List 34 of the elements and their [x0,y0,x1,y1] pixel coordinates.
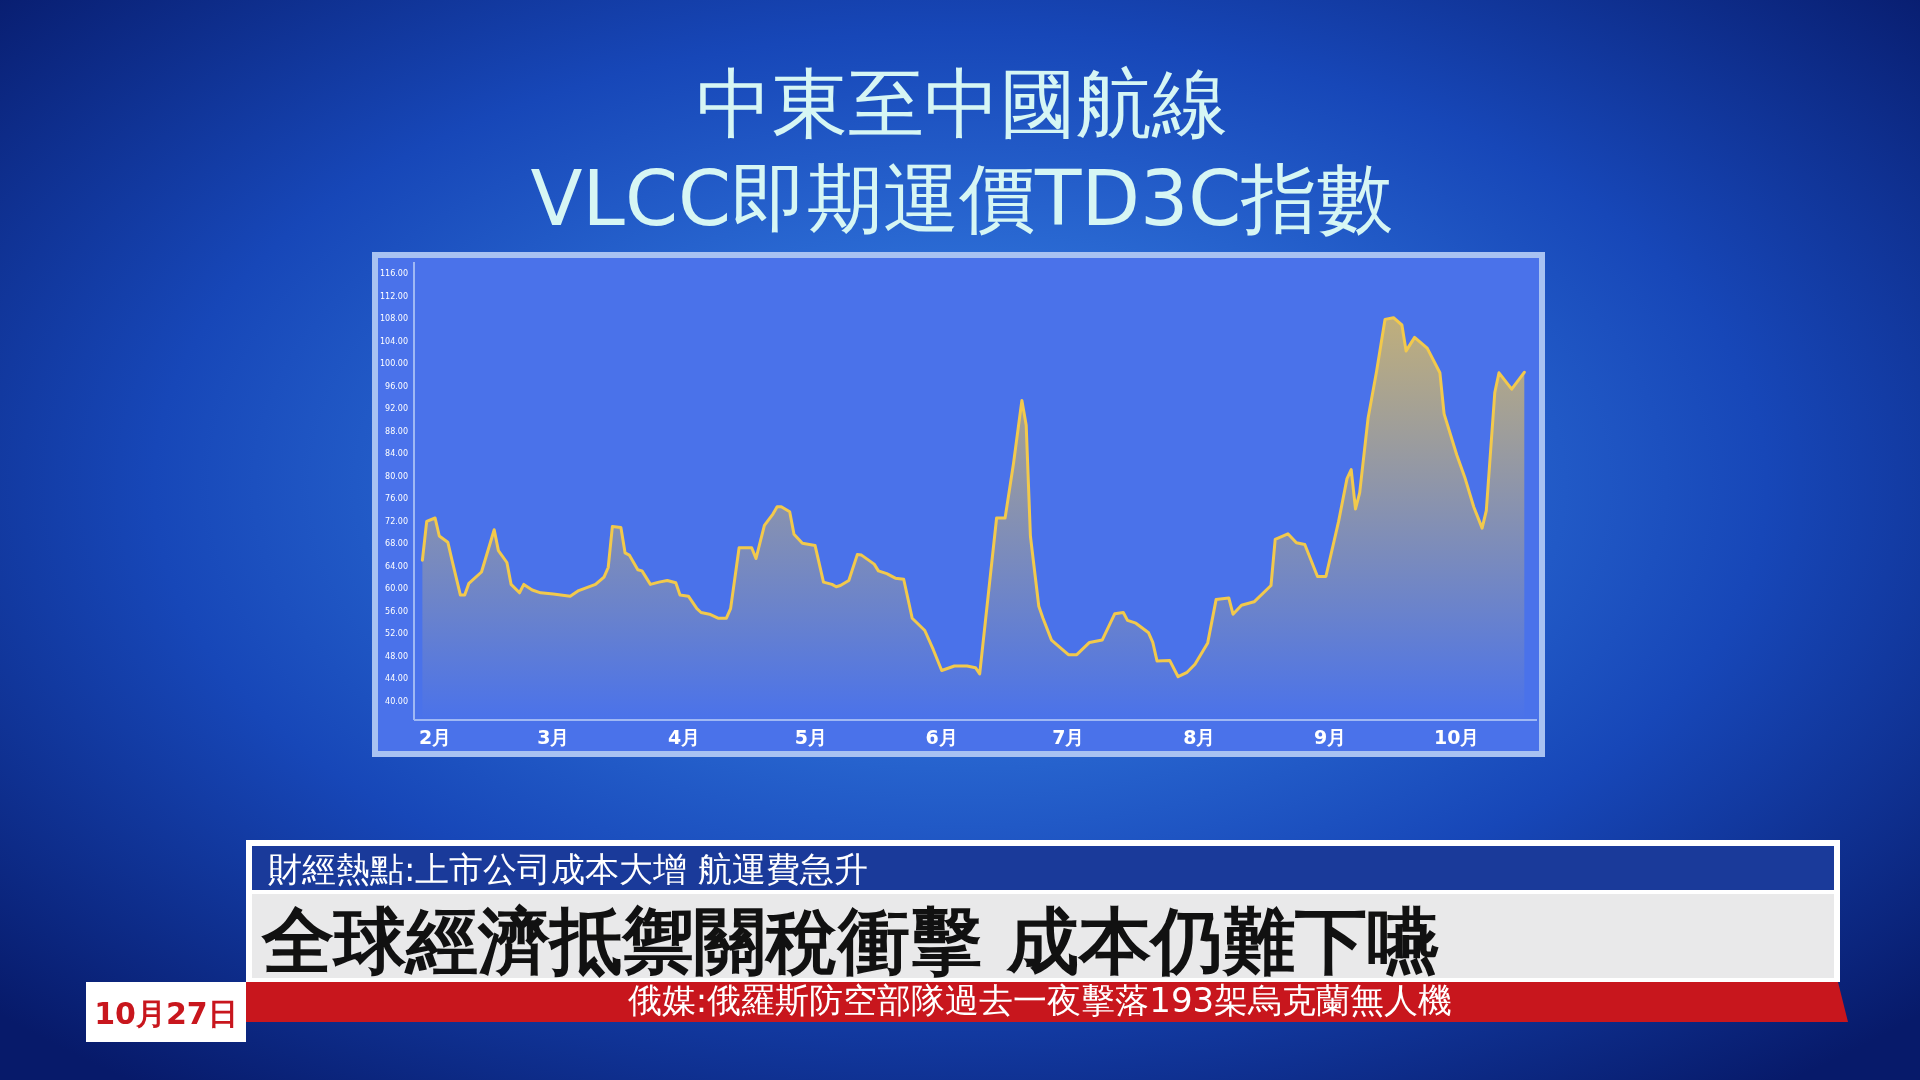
x-tick-label: 9月 [1314,726,1347,748]
y-tick-label: 72.00 [385,516,408,526]
y-tick-label: 80.00 [385,471,408,481]
y-tick-label: 112.00 [380,291,408,301]
y-tick-label: 68.00 [385,539,408,549]
y-tick-label: 52.00 [385,629,408,639]
x-tick-label: 4月 [668,726,701,748]
y-tick-label: 116.00 [380,269,408,279]
y-tick-label: 76.00 [385,494,408,504]
text: 全球經濟抵禦關稅衝擊 成本仍難下嚥 [261,899,1440,983]
x-tick-label: 6月 [925,726,958,748]
text: 10月27日 [94,996,238,1031]
x-tick-label: 7月 [1052,726,1085,748]
y-tick-label: 56.00 [385,606,408,616]
y-tick-label: 64.00 [385,561,408,571]
y-tick-label: 100.00 [380,359,408,369]
x-tick-label: 5月 [794,726,827,748]
text: 俄媒:俄羅斯防空部隊過去一夜擊落193架烏克蘭無人機 [627,980,1453,1020]
y-tick-label: 96.00 [385,381,408,391]
text: 財經熱點:上市公司成本大增 航運費急升 [268,849,869,889]
y-tick-label: 40.00 [385,696,408,706]
y-tick-label: 92.00 [385,404,408,414]
x-tick-label: 2月 [418,726,452,748]
y-tick-label: 108.00 [380,314,408,324]
y-tick-label: 88.00 [385,426,408,436]
chart-title: 中東至中國航線 VLCC即期運價TD3C指數 [530,59,1394,243]
y-tick-label: 48.00 [385,651,408,661]
y-tick-label: 104.00 [380,336,408,346]
x-tick-label: 10月 [1434,726,1480,748]
y-tick-label: 60.00 [385,584,408,594]
x-tick-label: 3月 [537,726,570,748]
x-tick-label: 8月 [1183,726,1216,748]
y-tick-label: 44.00 [385,674,408,684]
y-tick-label: 84.00 [385,449,408,459]
